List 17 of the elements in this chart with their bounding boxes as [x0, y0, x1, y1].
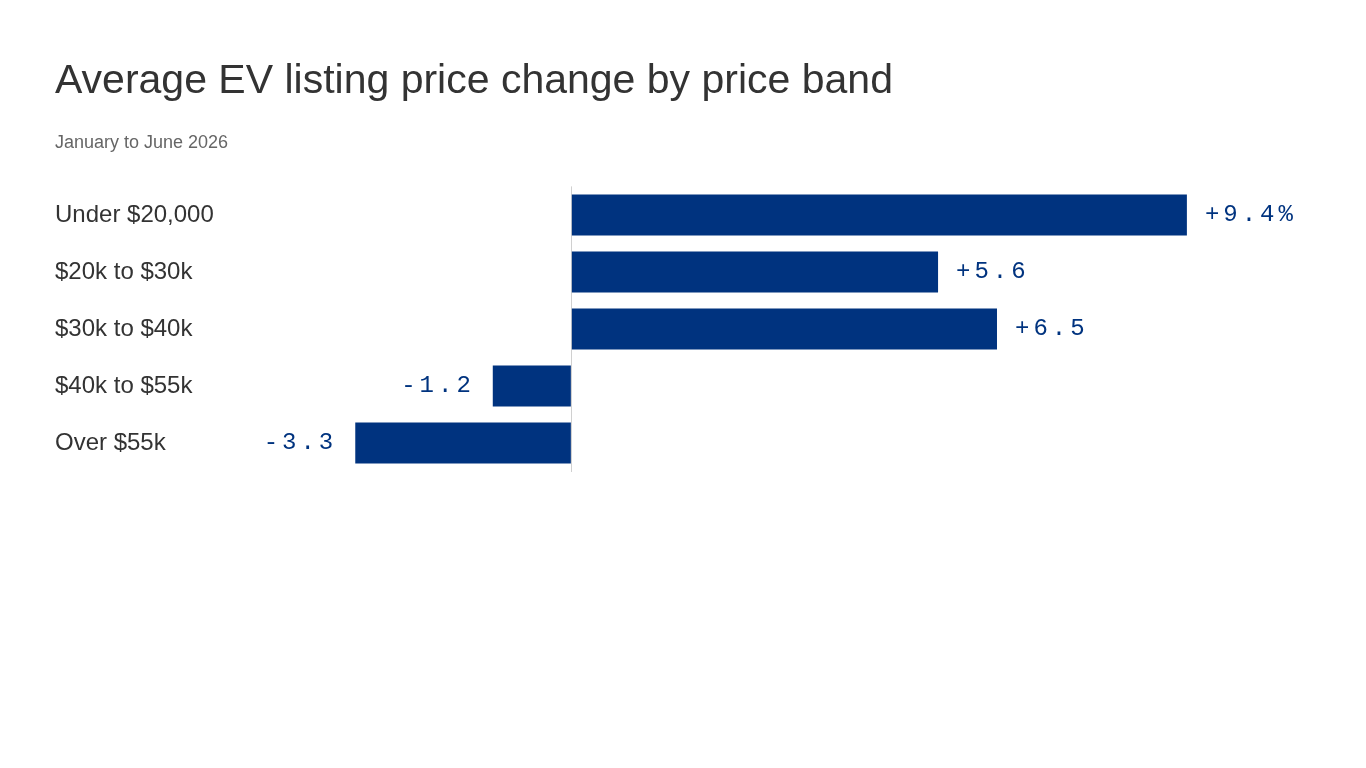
y-tick-label: Over $55k — [55, 427, 167, 455]
data-label: -1.2 — [401, 372, 475, 400]
data-label: +6.5 — [1014, 315, 1089, 343]
bar — [571, 308, 997, 350]
bar — [492, 365, 571, 407]
bar — [571, 251, 939, 293]
y-tick-label: $30k to $40k — [55, 313, 194, 341]
chart-title: Average EV listing price change by price band — [55, 56, 893, 103]
data-label: +9.4% — [1204, 201, 1297, 229]
y-tick-label: $20k to $30k — [55, 256, 194, 284]
data-label: -3.3 — [263, 429, 338, 457]
text: January to June 2026 — [55, 132, 229, 153]
bar — [571, 194, 1187, 236]
bar — [355, 422, 571, 464]
y-tick-label: $40k to $55k — [55, 370, 194, 398]
y-tick-label: Under $20,000 — [55, 199, 214, 227]
data-label: +5.6 — [956, 258, 1030, 286]
